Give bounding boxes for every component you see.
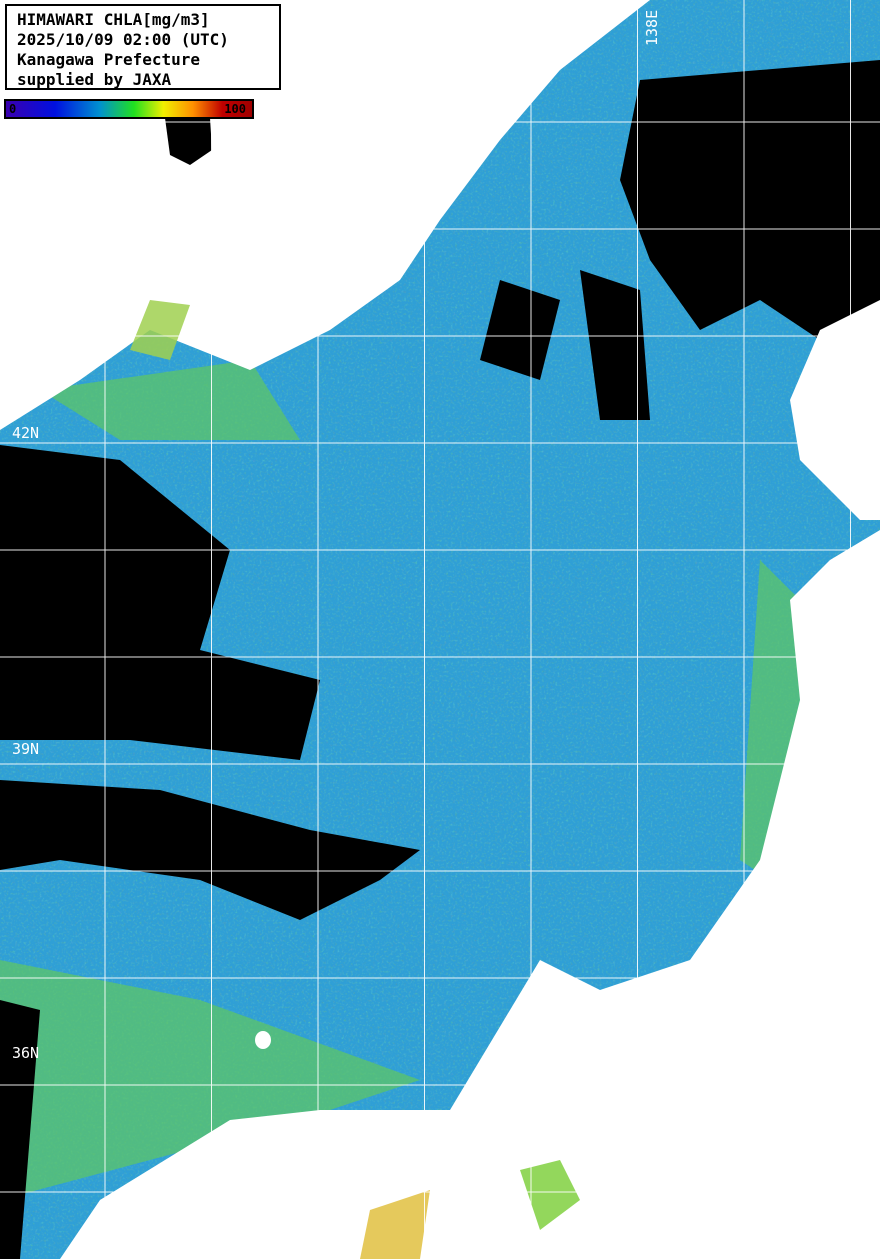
lat-label-39n: 39N [12, 740, 40, 758]
lat-label-42n: 42N [12, 424, 40, 442]
legend-credit: supplied by JAXA [17, 70, 172, 89]
land-hokkaido-fragment [790, 300, 880, 520]
island [255, 1031, 271, 1049]
lat-label-36n: 36N [12, 1044, 40, 1062]
lon-label-138e: 138E [643, 9, 661, 46]
map-red-marker [165, 118, 212, 165]
colorbar: 0 100 [4, 99, 254, 119]
colorbar-max-label: 100 [224, 102, 246, 116]
legend-region: Kanagawa Prefecture [17, 50, 201, 69]
legend-datetime: 2025/10/09 02:00 (UTC) [17, 30, 229, 49]
legend-title: HIMAWARI CHLA[mg/m3] [17, 10, 210, 29]
colorbar-min-label: 0 [9, 102, 17, 116]
land-edge-colors [130, 300, 580, 1259]
legend-box: HIMAWARI CHLA[mg/m3] 2025/10/09 02:00 (U… [5, 4, 281, 90]
land-honshu [60, 530, 880, 1259]
